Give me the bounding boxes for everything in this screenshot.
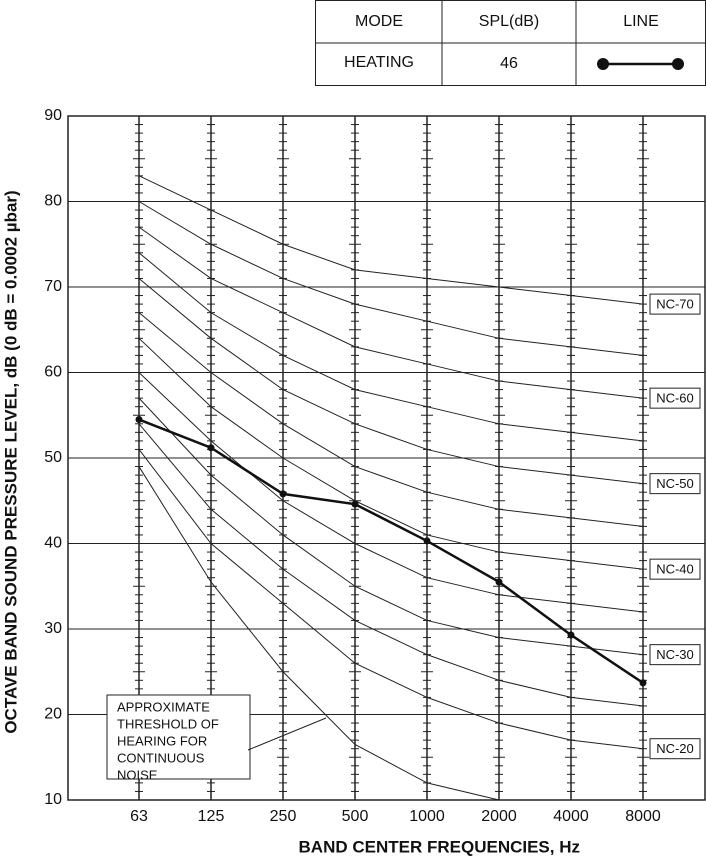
curve-label: NC-50	[656, 476, 694, 491]
series-point	[279, 490, 287, 498]
nc-curve	[138, 449, 644, 750]
x-axis-title: BAND CENTER FREQUENCIES, Hz	[299, 837, 580, 856]
y-tick-label: 70	[44, 278, 62, 295]
curve-label-box	[649, 387, 701, 409]
annotation-text: NOISE	[117, 767, 158, 782]
y-tick-label: 50	[44, 449, 62, 466]
annotation-text: THRESHOLD OF	[117, 716, 219, 731]
y-tick-label: 60	[44, 364, 62, 381]
y-tick-label: 90	[44, 107, 62, 124]
y-tick-label: 20	[44, 706, 62, 723]
nc-curve	[138, 252, 644, 442]
x-tick-label: 63	[130, 808, 148, 825]
series-point	[135, 416, 143, 424]
y-tick-label: 10	[44, 791, 62, 808]
curve-label: NC-60	[656, 391, 694, 406]
curve-label: NC-40	[656, 562, 694, 577]
curve-label-box	[649, 293, 701, 315]
curve-label: NC-30	[656, 647, 694, 662]
legend-dot	[597, 58, 609, 70]
annotation-box	[106, 694, 251, 780]
nc-curve	[138, 372, 644, 613]
series-point	[495, 578, 503, 586]
annotation-text: HEARING FOR	[117, 733, 207, 748]
series-point	[639, 679, 647, 687]
nc-curve	[138, 312, 644, 527]
y-tick-label: 30	[44, 620, 62, 637]
curve-label-box	[649, 738, 701, 760]
table-header: SPL(dB)	[479, 13, 539, 30]
plot-frame	[67, 115, 706, 801]
y-axis-title: OCTAVE BAND SOUND PRESSURE LEVEL, dB (0 …	[1, 190, 20, 733]
annotation-text: APPROXIMATE	[117, 699, 210, 714]
series-point	[207, 444, 215, 452]
nc-curve	[138, 278, 644, 485]
x-tick-label: 500	[342, 808, 369, 825]
curve-label: NC-70	[656, 297, 694, 312]
x-tick-label: 2000	[481, 808, 517, 825]
x-tick-label: 8000	[625, 808, 661, 825]
curve-label-box	[649, 473, 701, 495]
nc-curve	[138, 175, 644, 305]
y-tick-label: 80	[44, 193, 62, 210]
legend-dot	[672, 58, 684, 70]
legend-mode: HEATING	[344, 54, 414, 71]
series-point	[567, 631, 575, 639]
x-tick-label: 4000	[553, 808, 589, 825]
x-tick-label: 1000	[409, 808, 445, 825]
y-tick-label: 40	[44, 535, 62, 552]
annotation-text: CONTINUOUS	[117, 750, 205, 765]
curve-label: NC-20	[656, 741, 694, 756]
curve-label-box	[649, 558, 701, 580]
series-point	[423, 537, 431, 545]
nc-curve	[138, 337, 644, 570]
x-tick-label: 125	[198, 808, 225, 825]
x-tick-label: 250	[270, 808, 297, 825]
nc-curve	[138, 226, 644, 399]
table-header: LINE	[623, 13, 659, 30]
annotation-leader	[247, 717, 327, 751]
nc-curve	[138, 466, 500, 801]
curve-label-box	[649, 644, 701, 666]
nc-curve	[138, 423, 644, 707]
series-point	[351, 500, 359, 508]
nc-curve	[138, 201, 644, 356]
table-header: MODE	[355, 13, 403, 30]
nc-curve	[138, 397, 644, 656]
legend-spl: 46	[500, 55, 518, 72]
series-line	[138, 418, 644, 684]
